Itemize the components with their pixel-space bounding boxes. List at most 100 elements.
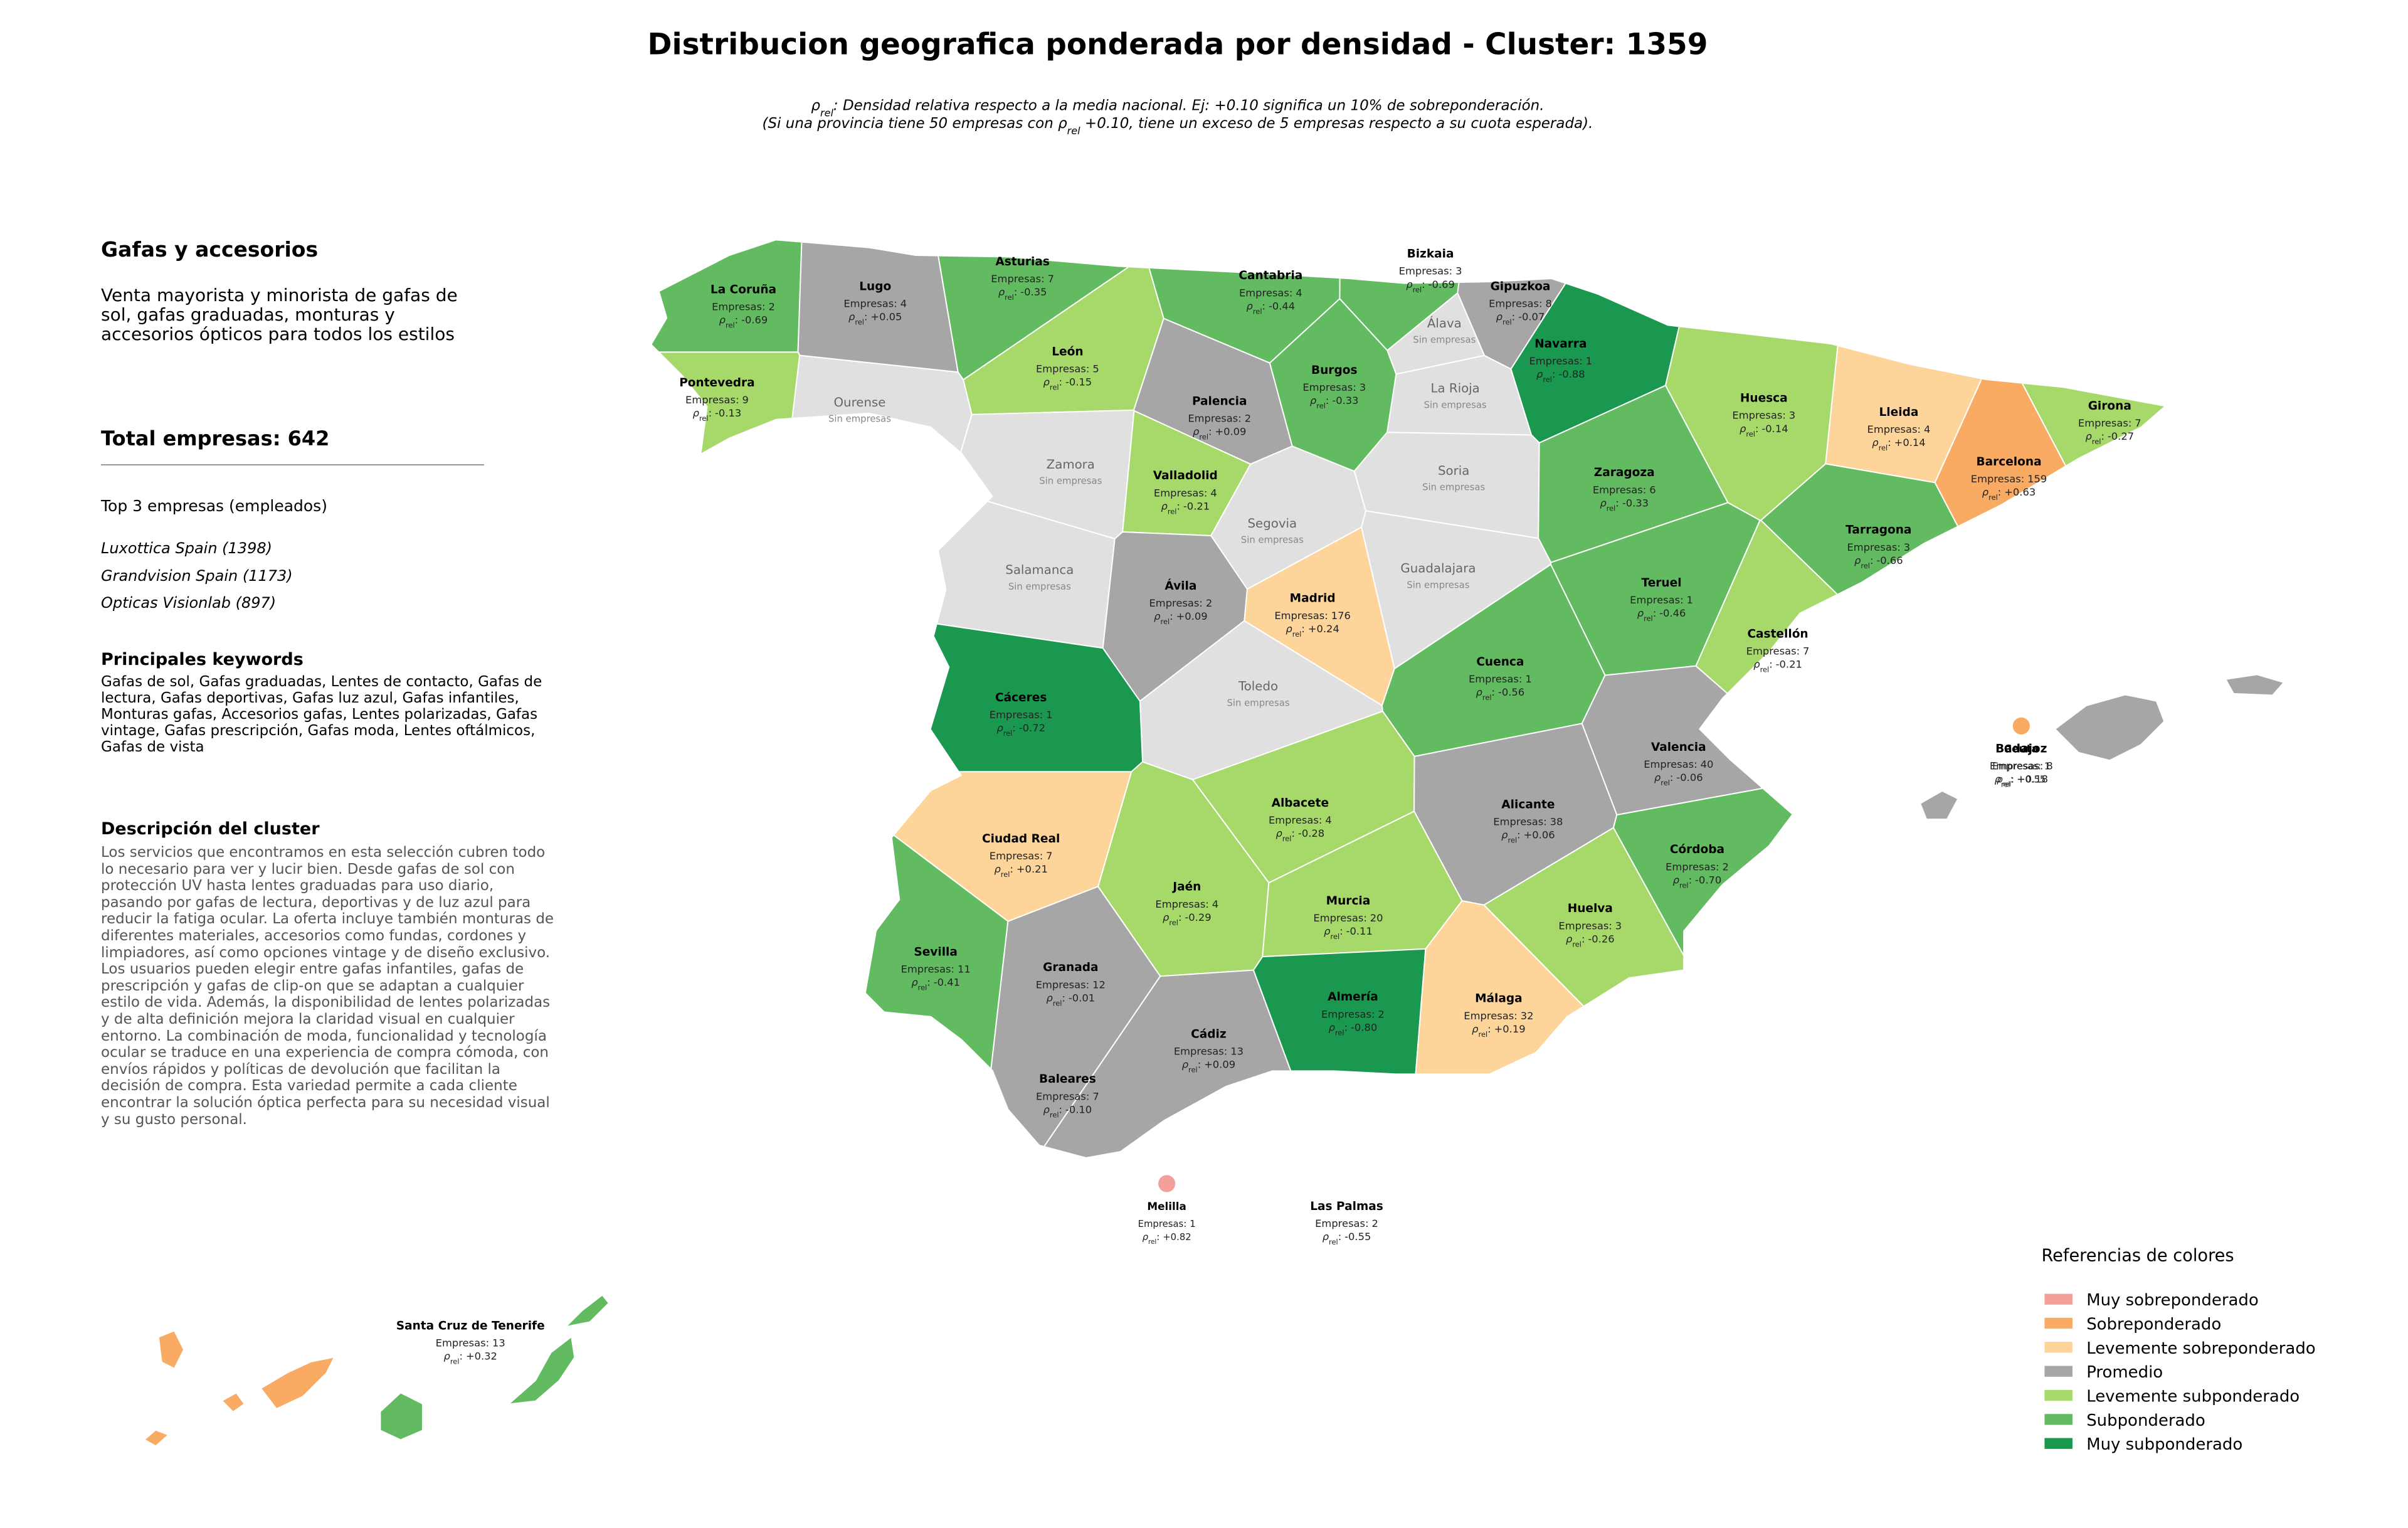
rho-suffix: : xyxy=(1670,772,1674,783)
rho-sub: rel xyxy=(699,414,709,423)
count-label: Empresas: xyxy=(1593,484,1646,496)
province-rho: ρrel: +0.06 xyxy=(1501,829,1555,845)
rho-suffix: : xyxy=(1291,827,1295,839)
rho-sub: rel xyxy=(726,321,735,330)
count-label: Empresas: xyxy=(685,394,739,406)
rho-symbol: ρ xyxy=(1501,829,1508,841)
legend-swatch xyxy=(2044,1438,2073,1449)
rho-suffix: : xyxy=(1487,1023,1491,1035)
rho-value: -0.72 xyxy=(1019,722,1045,734)
rho-suffix: : xyxy=(1010,863,1013,875)
province-rho: ρrel: -0.41 xyxy=(911,977,960,992)
province-count: Empresas: 2 xyxy=(1666,861,1729,873)
province-name: Melilla xyxy=(1147,1200,1186,1212)
province-name: Alicante xyxy=(1501,798,1555,811)
rho-value: +0.32 xyxy=(466,1350,497,1362)
rho-sub: rel xyxy=(1644,614,1653,623)
legend-label: Muy subponderado xyxy=(2086,1435,2242,1454)
count-label: Empresas: xyxy=(1155,898,1208,910)
rho-value: -0.69 xyxy=(1428,279,1455,290)
rho-value: -0.10 xyxy=(1065,1103,1092,1115)
province-count: Empresas: 3 xyxy=(1558,920,1622,931)
province-rho: ρrel: -0.44 xyxy=(1247,300,1296,316)
rho-suffix: : xyxy=(1552,368,1556,380)
province-name: Bizkaia xyxy=(1407,248,1454,261)
top-item: Opticas Visionlab (897) xyxy=(101,594,277,612)
count-value: 13 xyxy=(492,1337,505,1349)
rho-suffix: : xyxy=(1344,1021,1348,1033)
subtitle-text: ρ xyxy=(811,98,820,114)
province-rho: ρrel: -0.66 xyxy=(1854,554,1903,570)
count-label: Empresas: xyxy=(1732,410,1785,422)
province-count: Empresas: 2 xyxy=(1321,1008,1385,1020)
province-name: Valladolid xyxy=(1153,469,1218,482)
count-label: Empresas: xyxy=(1174,1046,1227,1058)
count-label: Empresas: xyxy=(990,709,1043,721)
province-name: Jaén xyxy=(1171,881,1201,894)
province-none: Sin empresas xyxy=(1039,476,1102,487)
rho-suffix: : xyxy=(2010,773,2014,785)
total-value: 642 xyxy=(287,427,330,450)
province-rho: ρrel: -0.01 xyxy=(1046,992,1095,1007)
province-none: Sin empresas xyxy=(1422,482,1485,492)
legend-swatch xyxy=(2044,1414,2073,1425)
province-rho: ρrel: -0.21 xyxy=(1753,659,1802,674)
rho-value: -0.70 xyxy=(1695,874,1721,886)
rho-symbol: ρ xyxy=(1997,775,2003,785)
count-value: 7 xyxy=(1046,850,1052,862)
province-count: Empresas: 1 xyxy=(990,709,1053,721)
rho-sub: rel xyxy=(1329,1238,1338,1246)
count-label: Empresas: xyxy=(901,963,954,975)
province-name: Zaragoza xyxy=(1594,466,1655,479)
legend-swatch xyxy=(2044,1366,2073,1377)
province-name: Baleares xyxy=(1039,1073,1096,1086)
province-count: Empresas: 11 xyxy=(901,963,971,975)
rho-symbol: ρ xyxy=(911,977,918,989)
province-shape xyxy=(1920,790,1958,820)
province-count: Empresas: 159 xyxy=(1971,473,2047,485)
count-value: 40 xyxy=(1701,758,1714,770)
province-rho: ρrel: -0.13 xyxy=(693,407,742,423)
rho-value: -0.55 xyxy=(1344,1231,1371,1243)
province-name: Ciudad Real xyxy=(982,832,1060,846)
rho-value: -0.33 xyxy=(1622,497,1649,509)
province-name: Madrid xyxy=(1290,592,1336,605)
rho-value: -0.41 xyxy=(934,977,960,989)
count-value: 32 xyxy=(1521,1010,1534,1022)
province-name: Ourense xyxy=(834,395,886,410)
rho-sub: rel xyxy=(1292,630,1302,639)
rho-sub: rel xyxy=(1168,507,1177,516)
rho-symbol: ρ xyxy=(994,863,1001,875)
province-count: Empresas: 1 xyxy=(1138,1219,1196,1229)
province-name: Cuenca xyxy=(1476,655,1524,669)
rho-value: +0.05 xyxy=(870,311,902,323)
count-label: Empresas: xyxy=(1746,645,1800,657)
province-name: Tarragona xyxy=(1846,524,1911,537)
count-label: Empresas: xyxy=(1313,912,1366,924)
province-count: Empresas: 7 xyxy=(991,273,1054,285)
rho-sub: rel xyxy=(1199,433,1208,442)
rho-symbol: ρ xyxy=(1329,1021,1336,1033)
province-count: Empresas: 32 xyxy=(1464,1010,1533,1022)
keywords: Gafas de sol, Gafas graduadas, Lentes de… xyxy=(101,674,542,755)
rho-sub: rel xyxy=(1879,443,1888,452)
count-value: 9 xyxy=(742,394,748,406)
count-value: 8 xyxy=(1546,298,1552,310)
count-label: Empresas: xyxy=(1036,979,1089,990)
count-value: 20 xyxy=(1370,912,1383,924)
rho-suffix: : xyxy=(1176,500,1180,512)
count-label: Empresas: xyxy=(436,1337,489,1349)
province-count: Empresas: 13 xyxy=(1174,1046,1244,1058)
province-count: Empresas: 7 xyxy=(990,850,1053,862)
rho-suffix: : xyxy=(1689,874,1692,886)
count-label: Empresas: xyxy=(1847,541,1900,553)
rho-suffix: : xyxy=(1326,395,1329,406)
province-rho: ρrel: -0.15 xyxy=(1043,376,1092,392)
rho-value: +0.21 xyxy=(1017,863,1048,875)
rho-symbol: ρ xyxy=(1323,1231,1329,1243)
count-label: Empresas: xyxy=(1992,761,2041,772)
province-rho: ρrel: -0.55 xyxy=(1323,1231,1371,1246)
province-name: Palencia xyxy=(1192,395,1247,408)
rho-sub: rel xyxy=(1003,729,1013,738)
